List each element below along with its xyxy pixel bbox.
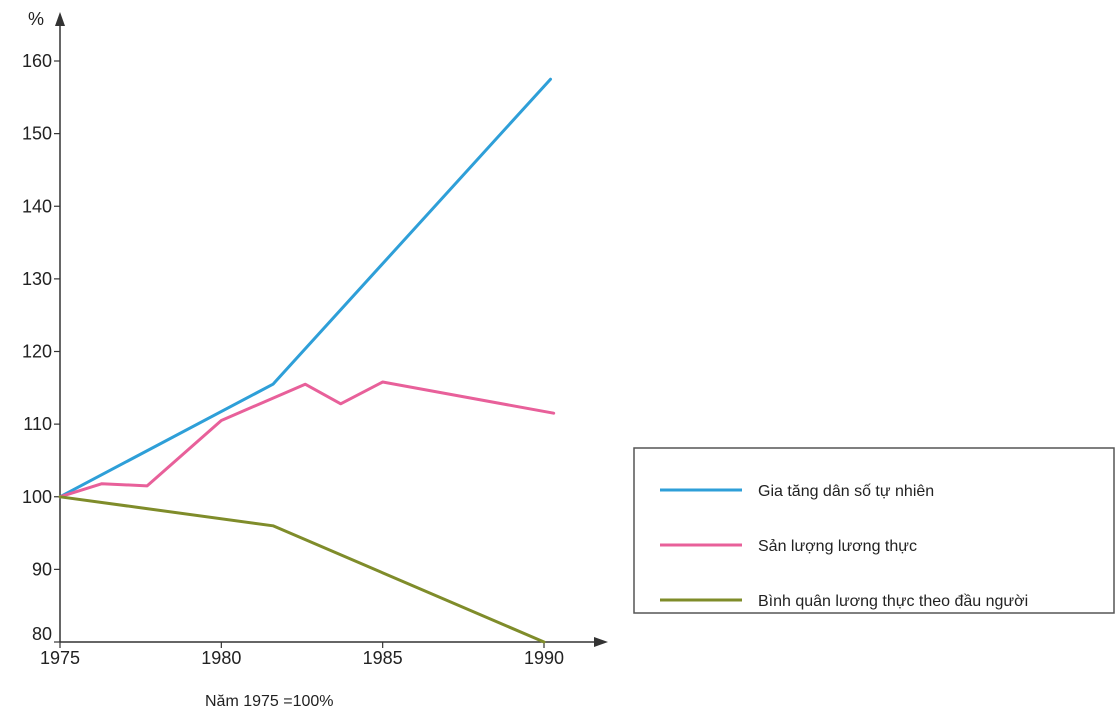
series-lines [58, 77, 556, 644]
y-axis-arrow [55, 12, 65, 26]
x-tick-label: 1985 [363, 648, 403, 668]
y-tick-label: 120 [22, 342, 52, 362]
series-line-1 [58, 380, 556, 499]
y-tick-label: 90 [32, 559, 52, 579]
axes [55, 12, 608, 647]
y-tick-label: 80 [32, 624, 52, 644]
legend: Gia tăng dân số tự nhiên Sản lượng lương … [633, 447, 1115, 614]
legend-label-1: Sản lượng lương thực [758, 538, 917, 555]
x-axis-arrow [594, 637, 608, 647]
y-tick-label: 150 [22, 124, 52, 144]
legend-box [633, 447, 1115, 614]
series-line-2 [58, 495, 546, 644]
legend-label-0: Gia tăng dân số tự nhiên [758, 483, 934, 500]
x-tick-label: 1980 [201, 648, 241, 668]
series-line-0 [58, 77, 552, 499]
y-axis-unit: % [28, 9, 44, 29]
base-year-note: Năm 1975 =100% [205, 693, 334, 710]
y-tick-label: 100 [22, 487, 52, 507]
x-tick-label: 1990 [524, 648, 564, 668]
y-tick-label: 140 [22, 196, 52, 216]
x-ticks: 1975 1980 1985 1990 [40, 642, 564, 668]
legend-label-2: Bình quân lương thực theo đầu người [758, 593, 1028, 610]
y-tick-label: 160 [22, 51, 52, 71]
y-tick-label: 110 [23, 414, 52, 434]
y-ticks: 80 90 100 110 120 130 140 150 160 [22, 51, 60, 644]
x-tick-label: 1975 [40, 648, 80, 668]
y-tick-label: 130 [22, 269, 52, 289]
